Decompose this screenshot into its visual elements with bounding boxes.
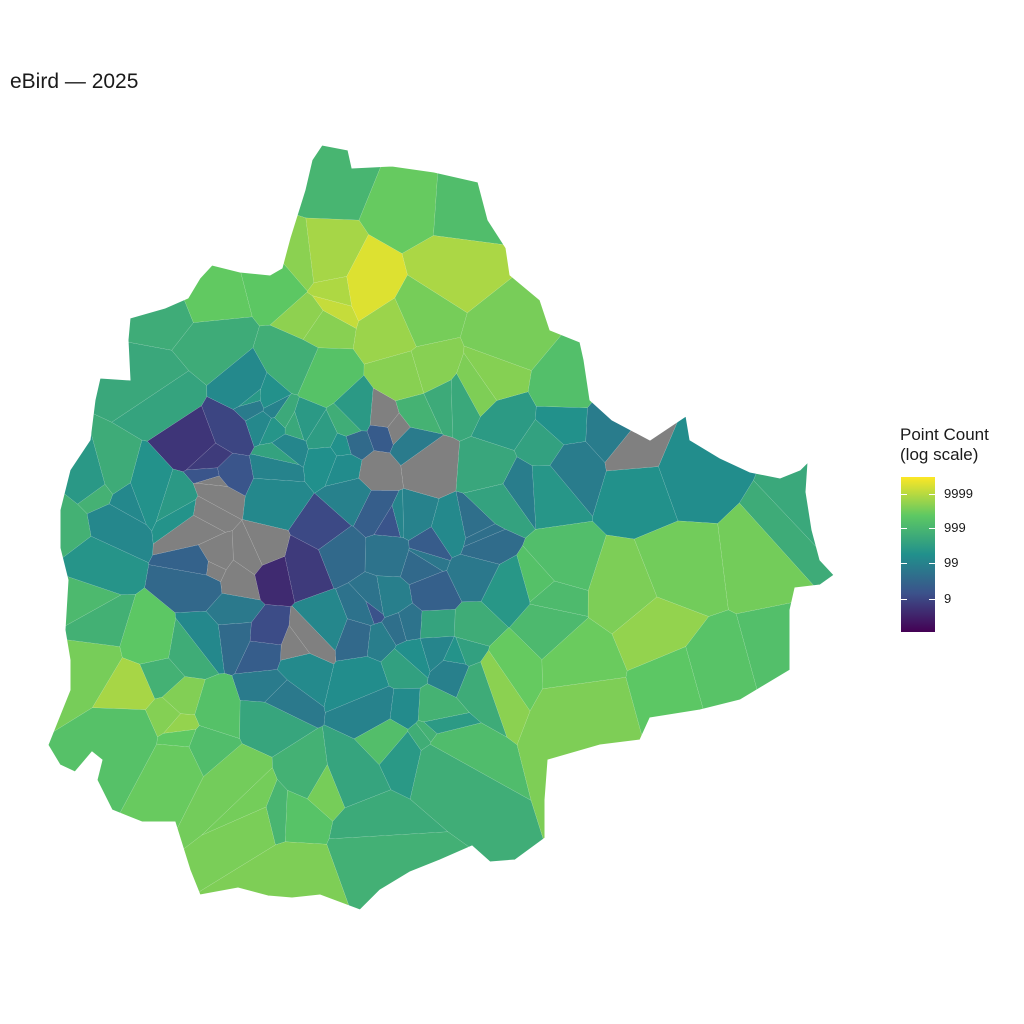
map-region [168, 617, 220, 680]
legend-title: Point Count (log scale) [900, 425, 989, 465]
map-region [206, 347, 268, 410]
map-region [48, 535, 149, 595]
map-region [535, 406, 588, 446]
map-region [48, 359, 106, 505]
map-region [326, 831, 637, 910]
legend-tick-label: 999 [944, 520, 966, 536]
map-region [334, 618, 371, 662]
map-region [260, 371, 292, 409]
legend-tick-mark [901, 528, 935, 530]
legend-tick-label: 9999 [944, 485, 973, 501]
map-region [735, 595, 834, 910]
map-region [195, 475, 229, 487]
map-region [139, 657, 186, 700]
map-region [611, 596, 710, 672]
map-region [389, 426, 445, 466]
map-region [381, 612, 407, 646]
map-region [322, 724, 392, 809]
map-region [88, 145, 253, 323]
map-region [48, 841, 392, 910]
map-region [130, 439, 174, 532]
map-region [480, 554, 531, 628]
map-region [155, 468, 199, 523]
map-region [420, 608, 456, 639]
map-region [400, 434, 460, 499]
map-region [185, 442, 233, 471]
map-region [376, 575, 413, 618]
map-region [527, 145, 834, 408]
map-region [249, 604, 291, 646]
legend-colorbar [901, 477, 935, 632]
map-region [48, 145, 194, 351]
legend-body: 9999 999 99 9 [900, 477, 989, 632]
map-region [516, 677, 722, 910]
map-region [531, 465, 593, 530]
map-region [323, 656, 390, 713]
legend-tick-mark [901, 598, 935, 600]
map-region [231, 669, 288, 703]
map-region [311, 295, 359, 329]
map-region [245, 410, 272, 448]
map-region [433, 145, 834, 251]
map-region [305, 408, 338, 450]
map-region [442, 635, 467, 665]
map-region [48, 707, 158, 910]
map-region [241, 519, 291, 566]
legend-tick-mark [901, 562, 935, 564]
map-region [348, 571, 384, 616]
map-region [269, 291, 324, 340]
map-region [427, 660, 470, 698]
map-region [407, 722, 432, 751]
legend-tick-label: 9 [944, 590, 952, 606]
map-region [717, 502, 824, 615]
legend-title-line2: (log scale) [900, 445, 979, 464]
map-region [585, 145, 834, 463]
map-region [592, 466, 679, 540]
map-region [284, 534, 335, 603]
map-region [324, 454, 363, 487]
map-region [455, 490, 496, 539]
map-region [364, 534, 410, 578]
map-region [201, 767, 278, 836]
legend-tick-mark [901, 493, 935, 495]
map-region [363, 350, 425, 402]
map-region [345, 430, 375, 461]
legend-title-line1: Point Count [900, 425, 989, 444]
map-region [323, 685, 395, 740]
legend-tick-label: 99 [944, 554, 959, 570]
map-region [206, 560, 227, 583]
map-region [409, 570, 463, 612]
map-region [460, 529, 526, 565]
page-title: eBird — 2025 [10, 70, 139, 93]
map-region [410, 337, 465, 394]
map-region [86, 503, 154, 564]
map-region [288, 605, 337, 665]
map-region [271, 433, 309, 468]
map-region [358, 145, 450, 254]
map-region [378, 730, 422, 800]
legend: Point Count (log scale) 9999 999 99 9 [900, 425, 989, 632]
